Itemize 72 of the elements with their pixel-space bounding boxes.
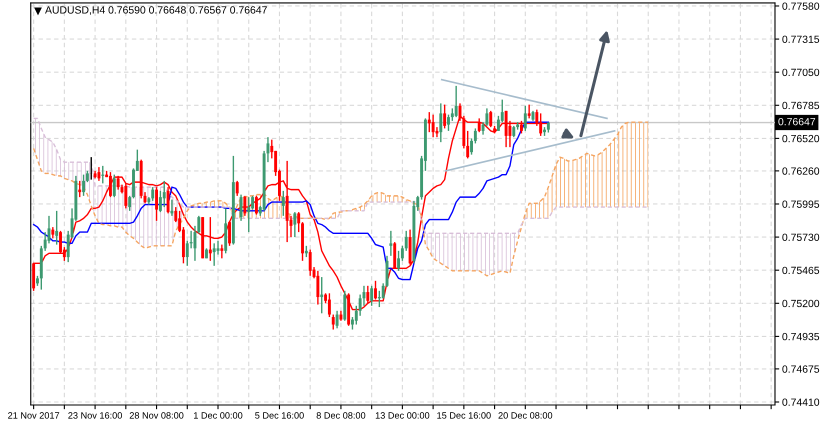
x-tick-label: 23 Nov 16:00 [68, 412, 122, 419]
x-tick-label: 20 Dec 08:00 [498, 412, 552, 419]
candlestick [166, 186, 170, 214]
x-tick-label: 1 Dec 00:00 [194, 412, 242, 419]
y-tick-label: 0.75200 [782, 300, 820, 308]
y-tick-label: 0.74675 [782, 365, 820, 373]
chart-title: AUDUSD,H4 0.76590 0.76648 0.76567 0.76647 [45, 6, 267, 15]
candlestick [205, 248, 208, 260]
candlestick [243, 195, 246, 217]
x-tick-label: 5 Dec 16:00 [255, 412, 304, 419]
candlestick [378, 290, 381, 308]
candlestick [151, 186, 154, 202]
candlestick [240, 194, 243, 222]
y-tick-label: 0.75995 [782, 200, 820, 208]
y-tick-label: 0.77580 [782, 2, 820, 10]
candlestick [339, 310, 342, 322]
candlestick [532, 110, 534, 122]
candlestick [55, 210, 58, 246]
candlestick [101, 165, 104, 184]
candlestick [212, 242, 216, 267]
candlestick [82, 174, 86, 197]
candlestick [304, 245, 308, 258]
candlestick [454, 85, 458, 118]
candlestick [443, 104, 446, 130]
candlestick [397, 250, 400, 272]
candlestick [112, 174, 116, 198]
y-tick-label: 0.75730 [782, 234, 820, 241]
candlestick [116, 175, 120, 190]
candlestick [293, 211, 296, 238]
line-series [32, 118, 649, 234]
candlestick [428, 111, 431, 133]
candlestick [328, 292, 331, 318]
candlestick [254, 195, 258, 216]
y-tick-label: 0.76520 [782, 134, 820, 142]
y-tick-label: 0.74410 [782, 398, 820, 406]
candlestick [520, 120, 523, 134]
candlestick [51, 226, 54, 240]
candlestick [108, 171, 112, 198]
candlestick [316, 270, 320, 306]
candlestick [366, 285, 370, 304]
ref-line-label: 0.76647 [778, 118, 816, 126]
candlestick [124, 182, 128, 210]
x-tick-label: 21 Nov 2017 [8, 412, 60, 419]
candlestick [389, 230, 392, 257]
y-tick-label: 0.76785 [782, 102, 820, 110]
candlestick [170, 198, 174, 217]
y-tick-label: 0.74935 [782, 332, 820, 340]
candlestick [216, 240, 220, 256]
candlestick [220, 244, 224, 260]
candlestick [374, 280, 377, 300]
candlestick [432, 114, 435, 138]
candlestick [282, 190, 285, 217]
y-tick-label: 0.77315 [782, 36, 820, 43]
candlestick [485, 108, 488, 127]
candlestick [528, 104, 531, 120]
candlestick [336, 310, 339, 329]
candlestick [524, 105, 527, 132]
x-tick-label: 15 Dec 16:00 [437, 412, 491, 419]
y-tick-label: 0.76260 [782, 167, 820, 175]
x-tick-label: 13 Dec 00:00 [376, 412, 430, 419]
candlestick [208, 216, 212, 262]
y-tick-label: 0.75465 [782, 266, 820, 274]
candlestick [97, 166, 100, 182]
line-series [32, 121, 649, 277]
candlestick [228, 220, 231, 247]
candlestick [155, 186, 158, 222]
candlestick [439, 102, 442, 143]
x-tick-label: 28 Nov 08:00 [130, 412, 184, 419]
y-tick-label: 0.77050 [782, 68, 820, 76]
candlestick [308, 248, 312, 277]
candlestick [370, 285, 374, 306]
x-tick-label: 8 Dec 08:00 [316, 412, 366, 419]
